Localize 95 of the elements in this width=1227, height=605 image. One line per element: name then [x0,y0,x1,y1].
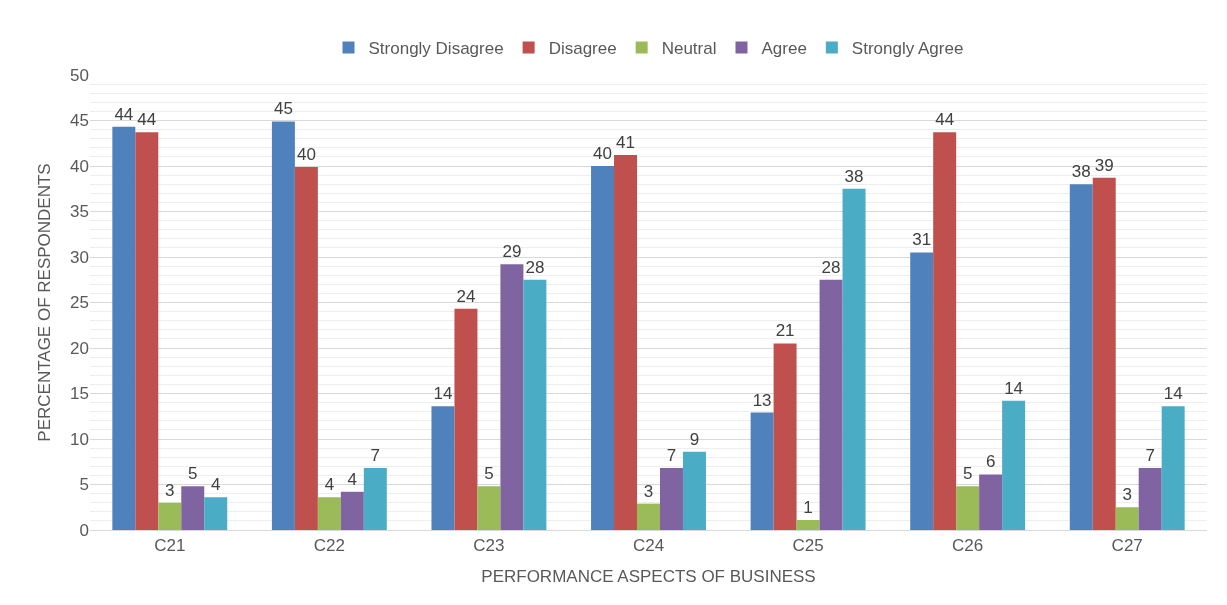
data-label: 38 [1071,162,1091,182]
data-label: 40 [296,144,316,164]
bar [637,503,660,530]
x-tick-label: C24 [632,536,665,556]
y-axis-title: PERCENTAGE OF RESPONDENTS [34,163,54,442]
bar [933,132,957,530]
y-tick-label: 30 [70,247,89,267]
data-label: 29 [502,242,522,262]
bar [910,252,934,530]
bar [682,451,706,530]
data-label: 31 [912,230,932,250]
bar [659,468,683,530]
bar [112,126,136,530]
data-label: 7 [370,446,381,466]
data-label: 14 [433,384,453,404]
data-label: 44 [935,110,955,130]
bar [750,412,774,530]
data-label: 44 [137,110,157,130]
bar [500,264,524,530]
legend-label: Agree [761,39,807,59]
x-axis-title: PERFORMANCE ASPECTS OF BUSINESS [481,566,816,586]
data-label: 14 [1163,384,1183,404]
bar [591,166,615,530]
bar [1161,406,1185,530]
data-label: 6 [985,452,996,472]
x-tick-label: C22 [313,536,345,556]
y-tick-label: 25 [70,293,89,313]
bar [523,279,547,530]
bar [979,474,1003,530]
bar [477,486,501,530]
data-label: 28 [525,257,545,277]
bar [1002,400,1026,530]
data-label: 41 [616,133,635,153]
legend-label: Disagree [548,39,617,59]
data-label: 4 [211,475,221,495]
x-tick-label: C21 [154,536,186,556]
bar [956,486,980,530]
data-label: 3 [643,481,654,501]
data-label: 24 [456,286,476,306]
x-tick-label: C25 [792,536,824,556]
bar [842,188,866,530]
y-tick-label: 15 [70,384,89,404]
data-label: 1 [803,497,813,517]
data-label: 4 [324,475,335,495]
data-label: 39 [1094,155,1114,175]
y-tick-label: 50 [70,65,89,85]
data-label: 45 [273,99,293,119]
bar [819,279,843,530]
bar [204,497,228,530]
y-tick-label: 0 [79,520,89,540]
data-label: 4 [347,469,358,489]
data-label: 5 [484,464,494,484]
data-label: 44 [114,104,134,124]
bar [271,121,295,530]
data-label: 7 [1145,446,1155,466]
data-label: 5 [962,464,973,484]
data-label: 7 [666,446,677,466]
bar [773,343,797,530]
y-tick-label: 40 [70,156,89,176]
legend-label: Neutral [661,39,717,59]
data-label: 3 [165,480,175,500]
bar [1138,468,1162,530]
x-tick-label: C26 [952,536,984,556]
data-label: 9 [689,429,700,449]
y-tick-label: 35 [70,202,89,222]
data-label: 21 [775,321,795,341]
bar [363,468,387,530]
bar [614,155,638,530]
bar [1092,177,1116,530]
bar [1115,507,1139,530]
y-tick-label: 45 [70,111,89,131]
data-label: 38 [844,166,864,186]
y-tick-label: 20 [70,338,89,358]
data-label: 14 [1004,378,1024,398]
bar [158,502,182,530]
bar [796,519,820,530]
bar [431,406,455,530]
x-tick-label: C27 [1111,536,1143,556]
data-label: 13 [752,390,772,410]
x-tick-label: C23 [473,536,505,556]
data-label: 28 [821,257,841,277]
bar [135,132,159,530]
bar [181,486,205,530]
bar [317,497,341,530]
legend-label: Strongly Disagree [368,39,504,59]
data-label: 5 [188,464,198,484]
legend-label: Strongly Agree [851,39,964,59]
data-label: 40 [593,144,612,163]
bar [294,166,318,530]
bar [454,308,478,530]
bar [340,491,364,530]
bar [1069,184,1093,530]
y-tick-label: 10 [70,429,89,449]
y-tick-label: 5 [79,475,89,495]
data-label: 3 [1122,485,1132,505]
